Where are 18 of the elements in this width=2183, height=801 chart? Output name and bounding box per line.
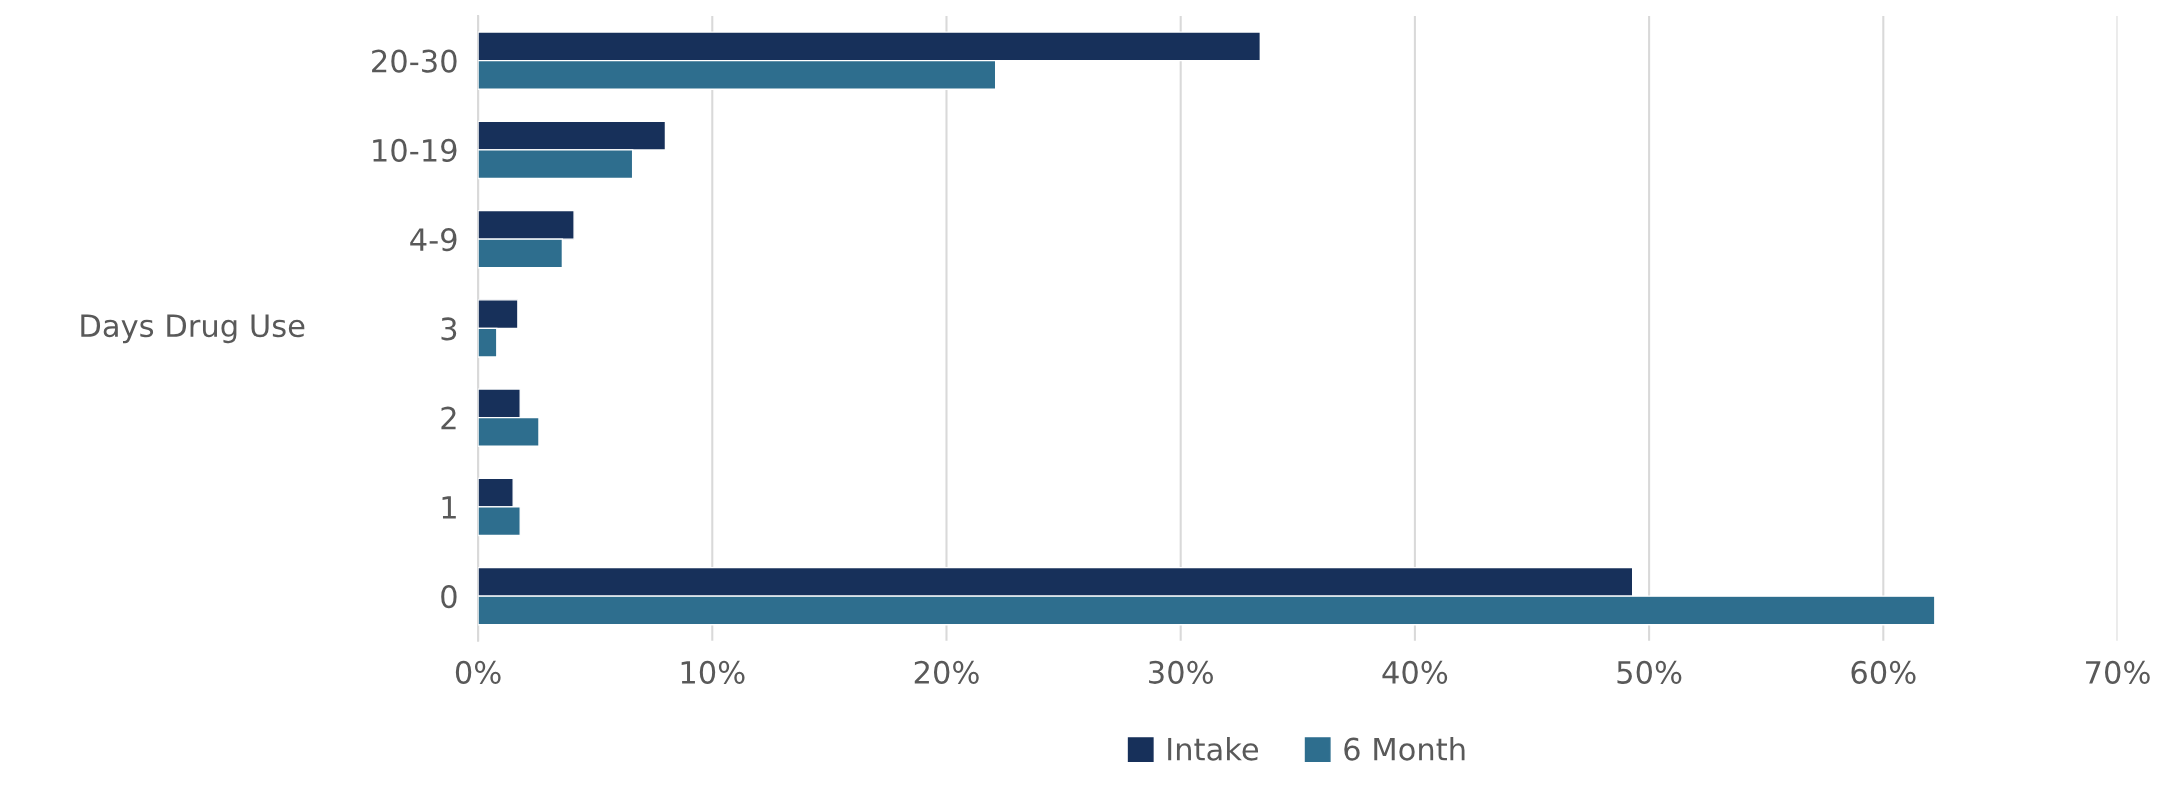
legend-label: Intake [1168, 737, 1259, 761]
x-tick-label: 70% [2086, 660, 2150, 684]
y-tick-label: 20-30 [372, 49, 457, 73]
y-tick-label: 1 [442, 496, 456, 519]
x-tick-label: 30% [1149, 660, 1213, 684]
y-tick-label: 2 [441, 406, 456, 430]
x-tick-label: 40% [1382, 660, 1448, 684]
x-tick-label: 60% [1851, 660, 1916, 684]
x-tick-label: 20% [914, 660, 979, 684]
legend-label: 6 Month [1344, 737, 1465, 761]
y-tick-label: 4-9 [410, 228, 457, 252]
y-tick-label: 3 [441, 317, 457, 341]
y-tick-label: 10-19 [373, 138, 457, 162]
x-tick-label: 0% [455, 660, 501, 684]
x-tick-label: 50% [1617, 660, 1682, 684]
y-axis-title: Days Drug Use [81, 314, 305, 344]
x-tick-label: 10% [681, 660, 745, 684]
y-tick-label: 0 [441, 585, 457, 609]
